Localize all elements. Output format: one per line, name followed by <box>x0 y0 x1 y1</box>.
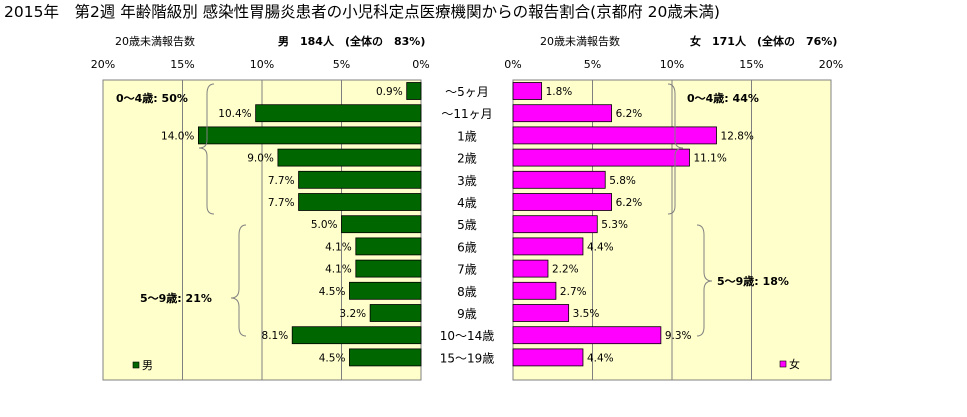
female-bar <box>512 148 690 167</box>
category-label: 6歳 <box>457 240 477 254</box>
male-value-label: 5.0% <box>311 219 338 231</box>
female-bar <box>512 259 549 278</box>
male-value-label: 4.5% <box>319 352 346 364</box>
female-x-tick-label: 10% <box>660 58 684 71</box>
male-value-label: 3.2% <box>339 308 366 320</box>
male-value-label: 4.1% <box>325 264 352 276</box>
male-bar <box>277 148 422 167</box>
category-label: 10～14歳 <box>440 329 495 343</box>
female-brace-0-4 <box>667 83 684 215</box>
male-subtitle-count: 20歳未満報告数 <box>115 35 195 48</box>
female-bar <box>512 304 570 322</box>
female-value-label: 2.2% <box>552 264 579 276</box>
male-annotation-0-4: 0～4歳: 50% <box>116 91 188 105</box>
male-bar <box>291 326 422 345</box>
male-bar <box>298 170 422 189</box>
male-value-label: 7.7% <box>268 197 295 209</box>
male-legend-label: 男 <box>142 359 153 372</box>
category-label: ～5ヶ月 <box>445 85 489 99</box>
male-bar <box>298 193 422 211</box>
female-bar <box>512 348 584 367</box>
female-value-label: 5.3% <box>601 219 628 231</box>
female-annotation-5-9: 5～9歳: 18% <box>717 274 789 288</box>
female-value-label: 12.8% <box>721 130 754 142</box>
category-label: ～11ヶ月 <box>441 107 492 121</box>
male-bar <box>355 259 422 278</box>
male-value-label: 0.9% <box>376 86 403 98</box>
female-brace-5-9 <box>696 224 713 337</box>
male-bar <box>197 126 422 145</box>
male-x-tick-label: 20% <box>91 58 115 71</box>
male-value-label: 14.0% <box>161 130 194 142</box>
male-annotation-5-9: 5～9歳: 21% <box>140 291 212 305</box>
category-label: 5歳 <box>457 218 477 232</box>
female-legend-swatch <box>779 360 787 368</box>
female-value-label: 3.5% <box>573 308 600 320</box>
male-bar <box>349 281 422 300</box>
female-value-label: 2.7% <box>560 286 587 298</box>
category-label: 1歳 <box>457 129 477 143</box>
female-x-tick-label: 20% <box>819 58 843 71</box>
female-bar <box>512 82 543 100</box>
female-bar <box>512 170 606 189</box>
male-value-label: 8.1% <box>262 330 289 342</box>
female-annotation-0-4: 0～4歳: 44% <box>687 91 759 105</box>
male-value-label: 7.7% <box>268 175 295 187</box>
male-value-label: 10.4% <box>218 108 251 120</box>
male-x-tick-label: 15% <box>170 58 194 71</box>
category-label: 2歳 <box>457 152 477 166</box>
female-value-label: 11.1% <box>693 153 726 165</box>
category-label: 3歳 <box>457 174 477 188</box>
male-x-tick-label: 0% <box>412 58 429 71</box>
female-subtitle-total: 女 171人 (全体の 76%) <box>690 34 837 48</box>
category-label: 4歳 <box>457 196 477 210</box>
male-legend-swatch <box>132 361 140 369</box>
female-x-tick-label: 5% <box>584 58 601 71</box>
female-value-label: 9.3% <box>665 330 692 342</box>
female-bar <box>512 326 662 345</box>
category-label: 9歳 <box>457 307 477 321</box>
male-bar <box>349 348 422 367</box>
male-subtitle-total: 男 184人 (全体の 83%) <box>278 34 425 48</box>
male-brace-5-9 <box>230 224 247 337</box>
male-x-tick-label: 10% <box>250 58 274 71</box>
female-value-label: 6.2% <box>616 197 643 209</box>
female-bar <box>512 193 612 211</box>
female-bar <box>512 126 717 145</box>
female-x-tick-label: 15% <box>739 58 763 71</box>
male-bar <box>369 304 422 322</box>
female-bar <box>512 281 557 300</box>
female-bar <box>512 237 584 256</box>
female-value-label: 5.8% <box>609 175 636 187</box>
category-label: 7歳 <box>457 263 477 277</box>
female-value-label: 1.8% <box>546 86 573 98</box>
female-value-label: 4.4% <box>587 352 614 364</box>
male-value-label: 9.0% <box>247 153 274 165</box>
male-value-label: 4.1% <box>325 241 352 253</box>
female-legend-label: 女 <box>789 357 800 371</box>
male-bar <box>341 215 422 234</box>
male-bar <box>255 104 422 123</box>
female-bar <box>512 104 612 123</box>
female-x-tick-label: 0% <box>504 58 521 71</box>
chart-title: 2015年 第2週 年齢階級別 感染性胃腸炎患者の小児科定点医療機関からの報告割… <box>4 3 720 21</box>
female-value-label: 4.4% <box>587 241 614 253</box>
category-label: 8歳 <box>457 285 477 299</box>
male-value-label: 4.5% <box>319 286 346 298</box>
female-value-label: 6.2% <box>616 108 643 120</box>
category-label: 15～19歳 <box>440 351 495 365</box>
female-bar <box>512 215 598 234</box>
female-subtitle-count: 20歳未満報告数 <box>540 35 620 48</box>
male-bar <box>406 82 422 100</box>
male-bar <box>355 237 422 256</box>
male-x-tick-label: 5% <box>333 58 350 71</box>
male-brace-0-4 <box>198 83 215 215</box>
